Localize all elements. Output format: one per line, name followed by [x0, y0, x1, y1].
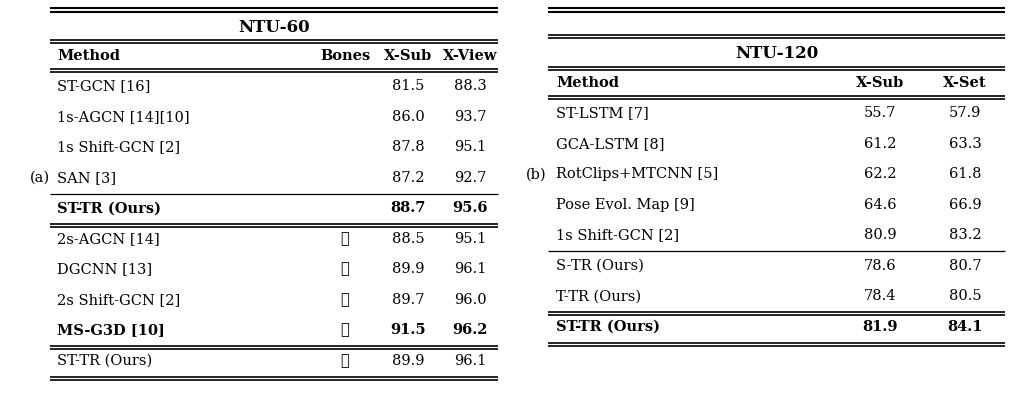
Text: 96.1: 96.1 — [454, 354, 486, 368]
Text: 2s Shift-GCN [2]: 2s Shift-GCN [2] — [57, 293, 181, 307]
Text: 1s Shift-GCN [2]: 1s Shift-GCN [2] — [556, 228, 679, 242]
Text: 95.1: 95.1 — [454, 232, 486, 246]
Text: 57.9: 57.9 — [949, 106, 982, 120]
Text: 89.7: 89.7 — [392, 293, 424, 307]
Text: 88.5: 88.5 — [392, 232, 424, 246]
Text: 81.5: 81.5 — [392, 79, 424, 93]
Text: RotClips+MTCNN [5]: RotClips+MTCNN [5] — [556, 167, 719, 181]
Text: 96.0: 96.0 — [454, 293, 486, 307]
Text: X-View: X-View — [443, 49, 497, 63]
Text: 78.4: 78.4 — [864, 289, 896, 303]
Text: 88.3: 88.3 — [454, 79, 486, 93]
Text: 1s-AGCN [14][10]: 1s-AGCN [14][10] — [57, 110, 190, 124]
Text: 93.7: 93.7 — [454, 110, 486, 124]
Text: 95.6: 95.6 — [453, 201, 488, 215]
Text: Bones: Bones — [320, 49, 370, 63]
Text: 55.7: 55.7 — [864, 106, 896, 120]
Text: Pose Evol. Map [9]: Pose Evol. Map [9] — [556, 198, 694, 212]
Text: 64.6: 64.6 — [864, 198, 896, 212]
Text: ✓: ✓ — [341, 293, 349, 307]
Text: X-Sub: X-Sub — [384, 49, 432, 63]
Text: 81.9: 81.9 — [863, 320, 897, 334]
Text: ✓: ✓ — [341, 232, 349, 246]
Text: GCA-LSTM [8]: GCA-LSTM [8] — [556, 137, 665, 151]
Text: 80.9: 80.9 — [864, 228, 896, 242]
Text: ST-TR (Ours): ST-TR (Ours) — [57, 354, 152, 368]
Text: 2s-AGCN [14]: 2s-AGCN [14] — [57, 232, 159, 246]
Text: 83.2: 83.2 — [949, 228, 982, 242]
Text: 96.2: 96.2 — [453, 323, 488, 337]
Text: T-TR (Ours): T-TR (Ours) — [556, 289, 641, 303]
Text: 80.5: 80.5 — [949, 289, 982, 303]
Text: X-Set: X-Set — [943, 76, 987, 90]
Text: 89.9: 89.9 — [392, 354, 424, 368]
Text: 87.2: 87.2 — [392, 171, 424, 185]
Text: ST-TR (Ours): ST-TR (Ours) — [57, 201, 161, 215]
Text: DGCNN [13]: DGCNN [13] — [57, 262, 152, 276]
Text: 62.2: 62.2 — [864, 167, 896, 181]
Text: ST-LSTM [7]: ST-LSTM [7] — [556, 106, 649, 120]
Text: ST-GCN [16]: ST-GCN [16] — [57, 79, 150, 93]
Text: 88.7: 88.7 — [391, 201, 425, 215]
Text: 66.9: 66.9 — [949, 198, 982, 212]
Text: (b): (b) — [526, 167, 547, 181]
Text: MS-G3D [10]: MS-G3D [10] — [57, 323, 164, 337]
Text: 86.0: 86.0 — [392, 110, 424, 124]
Text: Method: Method — [57, 49, 120, 63]
Text: 63.3: 63.3 — [949, 137, 982, 151]
Text: Method: Method — [556, 76, 619, 90]
Text: ✓: ✓ — [341, 262, 349, 276]
Text: 89.9: 89.9 — [392, 262, 424, 276]
Text: 96.1: 96.1 — [454, 262, 486, 276]
Text: NTU-120: NTU-120 — [735, 46, 818, 62]
Text: ✓: ✓ — [341, 323, 349, 337]
Text: 91.5: 91.5 — [390, 323, 426, 337]
Text: 92.7: 92.7 — [454, 171, 486, 185]
Text: 61.8: 61.8 — [949, 167, 982, 181]
Text: 80.7: 80.7 — [949, 259, 982, 273]
Text: ✓: ✓ — [341, 354, 349, 368]
Text: X-Sub: X-Sub — [856, 76, 904, 90]
Text: S-TR (Ours): S-TR (Ours) — [556, 259, 644, 273]
Text: 1s Shift-GCN [2]: 1s Shift-GCN [2] — [57, 140, 180, 154]
Text: ST-TR (Ours): ST-TR (Ours) — [556, 320, 660, 334]
Text: (a): (a) — [30, 171, 50, 185]
Text: 84.1: 84.1 — [947, 320, 983, 334]
Text: NTU-60: NTU-60 — [239, 18, 310, 35]
Text: 95.1: 95.1 — [454, 140, 486, 154]
Text: SAN [3]: SAN [3] — [57, 171, 116, 185]
Text: 78.6: 78.6 — [864, 259, 896, 273]
Text: 87.8: 87.8 — [392, 140, 424, 154]
Text: 61.2: 61.2 — [864, 137, 896, 151]
